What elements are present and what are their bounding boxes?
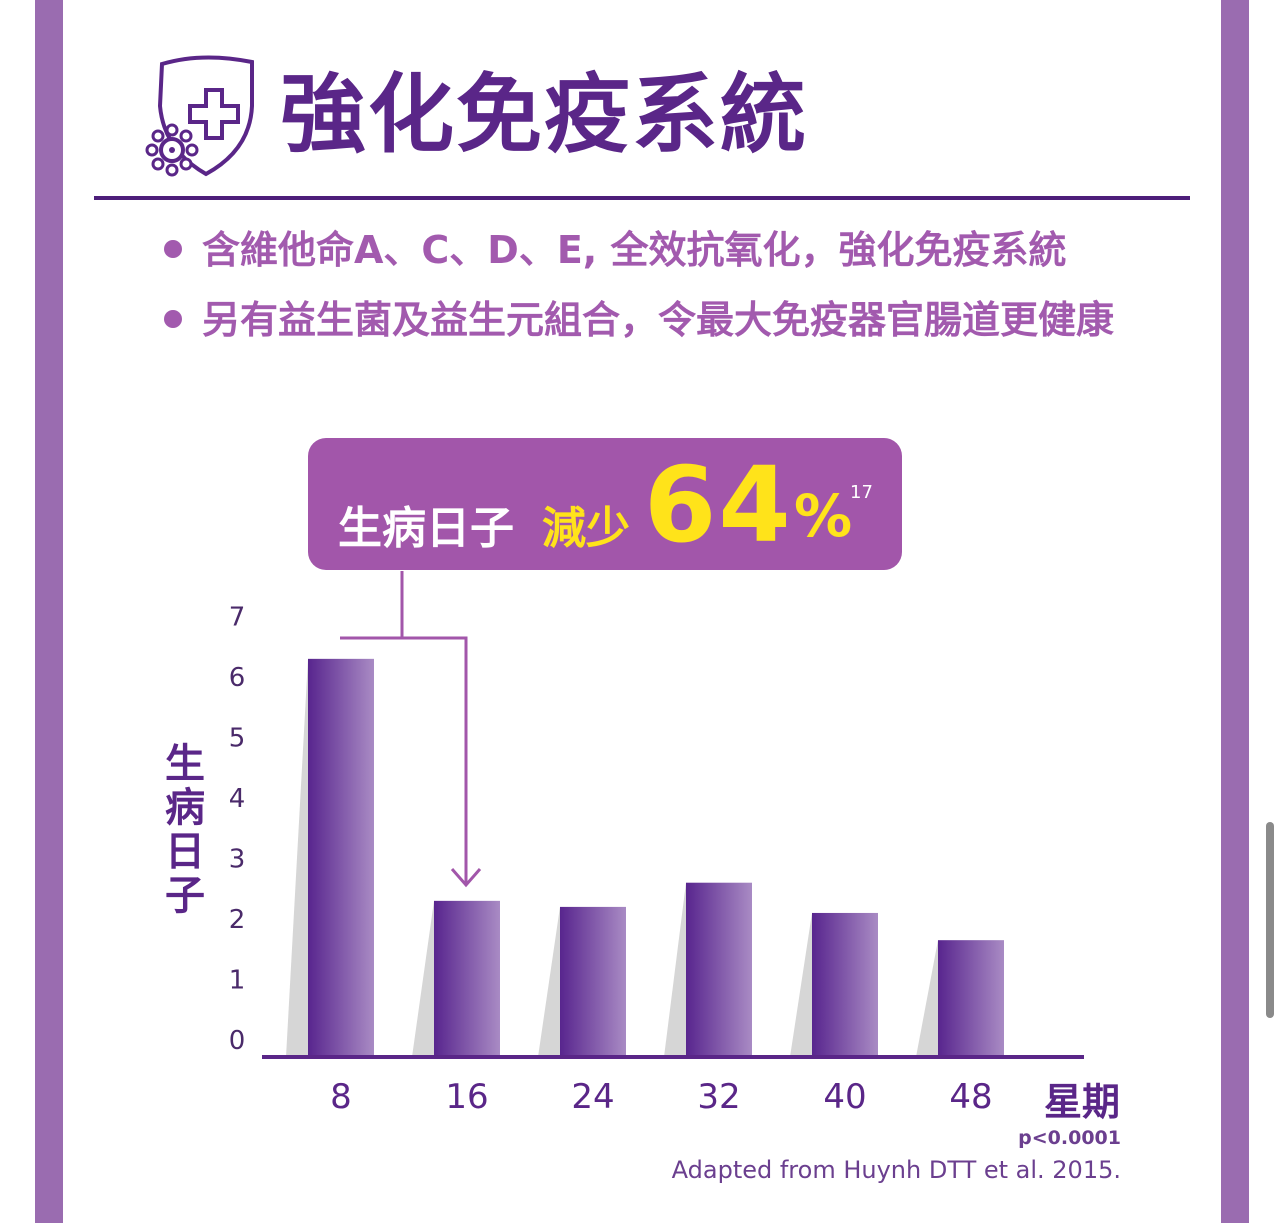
p-value-note: p<0.0001 <box>1018 1127 1121 1149</box>
title-divider <box>94 196 1190 200</box>
bar-shadow <box>664 882 686 1057</box>
x-tick-label: 32 <box>697 1077 740 1117</box>
callout-pointer-line <box>400 571 468 885</box>
bar-shadow <box>790 912 812 1057</box>
highlight-callout: 生病日子 減少 64 % 17 <box>308 438 902 570</box>
bar-week-48 <box>938 940 1004 1057</box>
bar-week-40 <box>812 912 878 1057</box>
callout-percent: % <box>794 482 853 550</box>
source-citation: Adapted from Huynh DTT et al. 2015. <box>671 1156 1121 1184</box>
y-tick-label: 7 <box>229 603 246 633</box>
x-tick-label: 8 <box>330 1077 352 1117</box>
feature-text: 含維他命A、C、D、E, 全效抗氧化，強化免疫系統 <box>202 228 1067 272</box>
bar-shadow <box>916 940 938 1057</box>
bar-shadow <box>286 658 308 1057</box>
bar-week-24 <box>560 906 626 1057</box>
arrow-down-icon <box>450 868 482 888</box>
bar-week-16 <box>434 900 500 1057</box>
x-tick-label: 24 <box>571 1077 614 1117</box>
y-tick-label: 5 <box>229 724 246 754</box>
left-frame-border <box>35 0 63 1223</box>
callout-number: 64 <box>644 444 793 566</box>
y-tick-label: 3 <box>229 845 246 875</box>
bullet-dot-icon <box>164 240 182 258</box>
bar-shadow <box>412 900 434 1057</box>
shield-virus-icon <box>145 55 254 177</box>
page-title: 強化免疫系統 <box>280 65 808 165</box>
bullet-dot-icon <box>164 310 182 328</box>
y-tick-label: 2 <box>229 905 246 935</box>
bar-week-32 <box>686 882 752 1057</box>
scrollbar[interactable] <box>1266 822 1274 1018</box>
y-tick-label: 0 <box>229 1026 246 1056</box>
callout-highlight-text: 減少 <box>542 503 630 554</box>
y-axis-label: 生病日子 <box>165 741 205 919</box>
bar-shadow <box>538 906 560 1057</box>
x-tick-label: 16 <box>445 1077 488 1117</box>
y-tick-label: 4 <box>229 784 246 814</box>
x-tick-label: 40 <box>823 1077 866 1117</box>
feature-text: 另有益生菌及益生元組合，令最大免疫器官腸道更健康 <box>202 298 1115 342</box>
feature-item-probiotics: 另有益生菌及益生元組合，令最大免疫器官腸道更健康 <box>160 292 1160 348</box>
feature-item-vitamins: 含維他命A、C、D、E, 全效抗氧化，強化免疫系統 <box>160 222 1160 278</box>
bar-week-8 <box>308 658 374 1057</box>
x-axis-label: 星期 <box>1044 1080 1121 1124</box>
callout-reference: 17 <box>850 482 873 503</box>
callout-text: 生病日子 <box>338 503 514 554</box>
feature-list: 含維他命A、C、D、E, 全效抗氧化，強化免疫系統 另有益生菌及益生元組合，令最… <box>160 222 1160 362</box>
y-tick-label: 1 <box>229 966 246 996</box>
x-tick-label: 48 <box>949 1077 992 1117</box>
right-frame-border <box>1221 0 1249 1223</box>
y-tick-label: 6 <box>229 663 246 693</box>
